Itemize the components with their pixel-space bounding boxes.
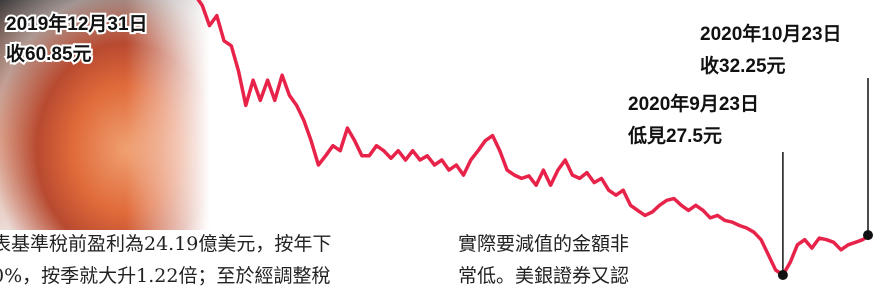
point-marker <box>863 230 873 240</box>
annotation-date: 2020年10月23日 <box>700 22 842 45</box>
page: 2019年12月31日收60.85元 2020年9月23日低見27.5元 2020年… <box>0 0 888 305</box>
annotation-text: 收32.25元 <box>700 54 786 77</box>
article-line: 0%，按季就大升1.22倍；至於經調整稅 <box>0 260 331 292</box>
article-column: 表基準稅前盈利為24.19億美元，按年下 0%，按季就大升1.22倍；至於經調整… <box>0 228 331 292</box>
annotation-text: 低見27.5元 <box>627 124 722 147</box>
annotation-text: 收60.85元 <box>6 42 92 65</box>
annotation-date: 2020年9月23日 <box>628 92 759 115</box>
article-line: 實際要減值的金額非 <box>458 228 629 260</box>
article-line: 常低。美銀證券又認 <box>458 260 629 292</box>
article-column: 實際要減值的金額非 常低。美銀證券又認 <box>458 228 629 292</box>
point-marker <box>778 270 788 280</box>
article-line: 表基準稅前盈利為24.19億美元，按年下 <box>0 228 331 260</box>
annotation-date: 2019年12月31日 <box>6 12 148 35</box>
